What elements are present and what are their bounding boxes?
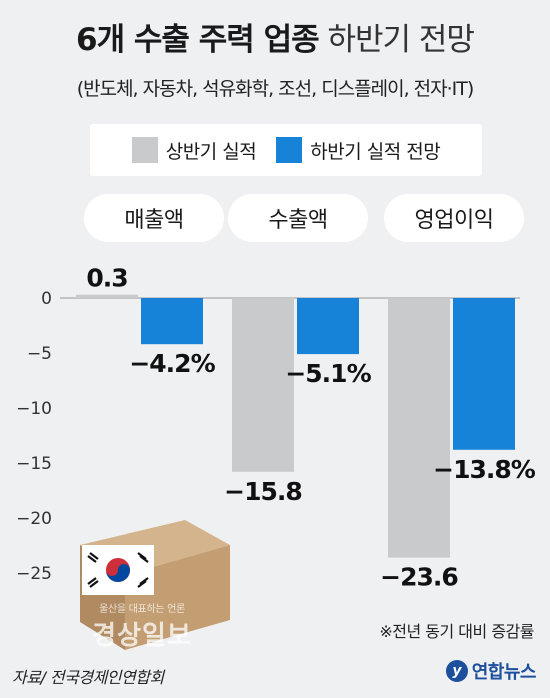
category-label-sales: 매출액 [84, 194, 224, 242]
footnote: ※전년 동기 대비 증감률 [379, 622, 534, 641]
data-label-first-half-1: −15.8 [224, 477, 302, 506]
category-label-exports: 수출액 [228, 194, 368, 242]
data-label-second-half-0: −4.2% [129, 349, 215, 378]
bar-first-half-1 [232, 298, 294, 472]
y-tick-label: −5 [27, 344, 52, 364]
data-label-second-half-2: −13.8% [433, 455, 536, 484]
chart-title-light: 하반기 전망 [327, 22, 474, 58]
legend-item-second-half: 하반기 실적 전망 [276, 137, 441, 164]
flag-trigrams [87, 552, 149, 588]
bar-first-half-0 [76, 294, 138, 298]
chart-subtitle: (반도체, 자동차, 석유화학, 조선, 디스플레이, 전자·IT) [76, 78, 475, 100]
yonhap-logo-icon: y [445, 660, 468, 682]
data-label-second-half-1: −5.1% [285, 359, 371, 388]
bar-second-half-0 [141, 298, 203, 345]
yonhap-logo-text: 연합뉴스 [471, 662, 537, 683]
y-tick-label: −20 [16, 509, 52, 529]
watermark: 울산을 대표하는 언론 경상일보 [62, 600, 222, 652]
chart-title-bold: 6개 수출 주력 업종 [76, 22, 320, 58]
y-tick-label: 0 [41, 289, 52, 309]
legend-swatch-second-half [276, 137, 303, 163]
bar-first-half-2 [388, 298, 450, 558]
data-label-first-half-2: −23.6 [380, 563, 458, 592]
bar-second-half-2 [453, 298, 515, 450]
source-credit: 자료/ 전국경제인연합회 [12, 668, 164, 687]
y-tick-label: −10 [16, 399, 52, 419]
yonhap-logo: y 연합뉴스 [445, 658, 537, 684]
chart-title: 6개 수출 주력 업종 하반기 전망 [0, 14, 550, 59]
legend-label-first-half: 상반기 실적 [165, 140, 257, 163]
legend-swatch-first-half [131, 137, 158, 163]
korea-box-illustration [80, 520, 230, 650]
category-label-operating-profit: 영업이익 [384, 194, 524, 242]
legend-label-second-half: 하반기 실적 전망 [310, 140, 441, 163]
watermark-tagline: 울산을 대표하는 언론 [99, 604, 185, 615]
y-tick-label: −15 [16, 454, 52, 474]
legend: 상반기 실적 하반기 실적 전망 [90, 124, 482, 176]
legend-item-first-half: 상반기 실적 [131, 137, 257, 164]
y-tick-label: −25 [16, 564, 52, 584]
data-label-first-half-0: 0.3 [86, 264, 127, 293]
watermark-name: 경상일보 [92, 621, 192, 651]
bar-second-half-1 [297, 298, 359, 355]
flag-taegeuk-blue [106, 564, 130, 582]
